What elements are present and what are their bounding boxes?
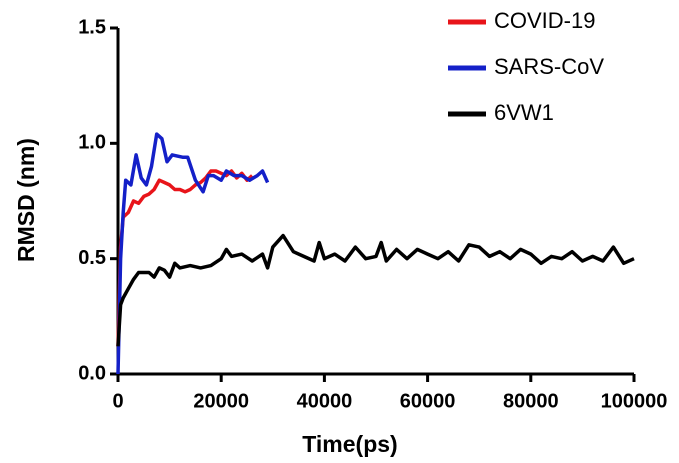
- legend-label: 6VW1: [494, 100, 554, 125]
- x-tick-label: 0: [112, 390, 123, 412]
- series-line: [116, 233, 635, 347]
- legend-label: SARS-CoV: [494, 54, 604, 79]
- legend-label: COVID-19: [494, 8, 595, 33]
- series-line: [116, 132, 270, 375]
- x-tick-label: 60000: [400, 390, 456, 412]
- x-tick-label: 100000: [601, 390, 668, 412]
- series-line: [116, 169, 254, 347]
- y-axis-title: RMSD (nm): [13, 138, 39, 262]
- y-tick-label: 1.5: [78, 16, 106, 38]
- y-tick-label: 0.5: [78, 247, 106, 269]
- x-axis-title: Time(ps): [302, 431, 397, 457]
- y-tick-label: 0.0: [78, 362, 106, 384]
- y-tick-label: 1.0: [78, 132, 106, 154]
- x-tick-label: 80000: [503, 390, 559, 412]
- x-tick-label: 40000: [297, 390, 353, 412]
- x-tick-label: 20000: [193, 390, 249, 412]
